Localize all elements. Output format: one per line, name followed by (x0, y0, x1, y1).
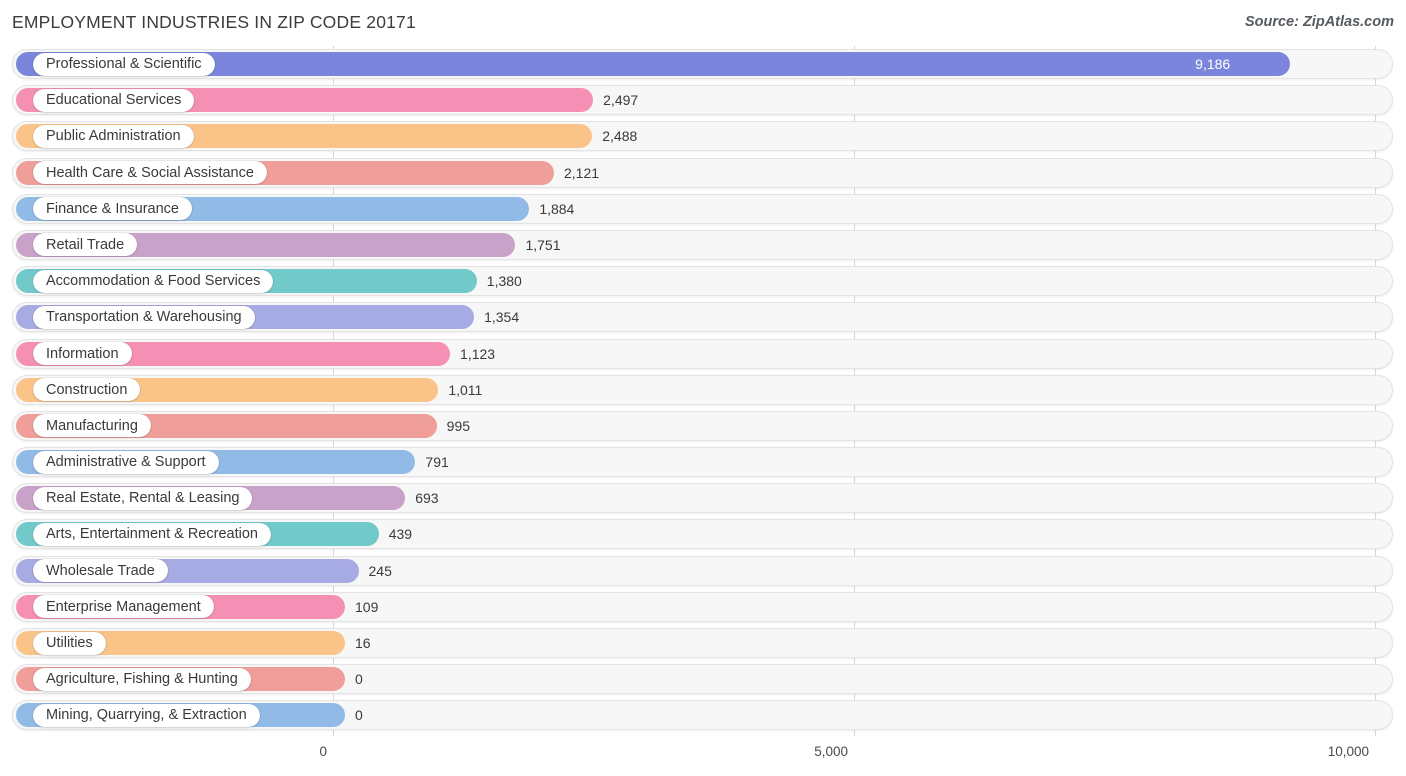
bar-row[interactable]: Information 1,123 (0, 336, 1406, 372)
bar-row[interactable]: Public Administration 2,488 (0, 118, 1406, 154)
bar-category-label: Arts, Entertainment & Recreation (33, 522, 271, 546)
bar-value-label: 1,011 (448, 381, 483, 398)
bar-row[interactable]: Educational Services 2,497 (0, 82, 1406, 118)
bar-category-label: Finance & Insurance (33, 197, 192, 221)
bar-row[interactable]: Health Care & Social Assistance 2,121 (0, 155, 1406, 191)
bar-value-label: 1,380 (486, 273, 522, 290)
chart-plot-area: Professional & Scientific 9,186 Educationa… (0, 46, 1406, 736)
bar-rows: Professional & Scientific 9,186 Educationa… (0, 46, 1406, 734)
bar-value-label: 1,123 (460, 345, 496, 362)
bar-row[interactable]: Agriculture, Fishing & Hunting 0 (0, 661, 1406, 697)
bar-row[interactable]: Enterprise Management 109 (0, 589, 1406, 625)
source-attribution: Source: ZipAtlas.com (1244, 14, 1394, 30)
bar-value-label: 0 (355, 671, 363, 688)
bar-category-label: Public Administration (33, 124, 194, 148)
x-axis: 0 5,000 10,000 (0, 736, 1406, 776)
bar-value-label: 9,186 (1195, 56, 1231, 72)
bar-category-label: Accommodation & Food Services (33, 269, 274, 293)
bar-category-label: Health Care & Social Assistance (33, 161, 267, 185)
bar-row[interactable]: Mining, Quarrying, & Extraction 0 (0, 697, 1406, 733)
bar-category-label: Enterprise Management (33, 595, 214, 619)
bar-row[interactable]: Transportation & Warehousing 1,354 (0, 299, 1406, 335)
bar-row[interactable]: Retail Trade 1,751 (0, 227, 1406, 263)
bar-row[interactable]: Wholesale Trade 245 (0, 553, 1406, 589)
bar-value-label: 439 (388, 526, 413, 543)
bar-value-label: 2,488 (602, 128, 638, 145)
bar-category-label: Wholesale Trade (33, 559, 168, 583)
bar-value-label: 1,354 (484, 309, 520, 326)
bar-category-label: Utilities (33, 631, 106, 655)
x-tick-label: 5,000 (814, 744, 848, 759)
bar-value-label: 693 (415, 490, 439, 507)
bar-value-label: 2,121 (564, 164, 600, 181)
bar-category-label: Administrative & Support (33, 450, 219, 474)
bar-row[interactable]: Accommodation & Food Services 1,380 (0, 263, 1406, 299)
bar-fill[interactable] (16, 52, 1291, 76)
bar-category-label: Educational Services (33, 88, 195, 112)
bar-category-label: Construction (33, 378, 141, 402)
bar-category-label: Transportation & Warehousing (33, 305, 255, 329)
page-title: EMPLOYMENT INDUSTRIES IN ZIP CODE 20171 (12, 12, 416, 32)
bar-category-label: Real Estate, Rental & Leasing (33, 486, 253, 510)
bar-value-label: 2,497 (603, 92, 639, 109)
bar-row[interactable]: Finance & Insurance 1,884 (0, 191, 1406, 227)
bar-value-label: 791 (425, 454, 449, 471)
bar-value-label: 16 (355, 635, 371, 651)
bar-category-label: Mining, Quarrying, & Extraction (33, 703, 260, 727)
bar-row[interactable]: Administrative & Support 791 (0, 444, 1406, 480)
bar-value-label: 1,884 (539, 200, 575, 217)
bar-row[interactable]: Professional & Scientific 9,186 (0, 46, 1406, 82)
bar-value-label: 995 (446, 417, 471, 434)
bar-category-label: Information (33, 342, 132, 365)
x-tick-label: 0 (319, 744, 327, 759)
bar-value-label: 1,751 (525, 236, 561, 253)
bar-value-label: 0 (355, 707, 363, 724)
bar-value-label: 245 (368, 562, 392, 579)
bar-category-label: Professional & Scientific (33, 52, 215, 76)
bar-row[interactable]: Arts, Entertainment & Recreation 439 (0, 516, 1406, 552)
bar-value-label: 109 (355, 598, 379, 615)
bar-row[interactable]: Utilities 16 (0, 625, 1406, 661)
bar-row[interactable]: Real Estate, Rental & Leasing 693 (0, 480, 1406, 516)
bar-category-label: Agriculture, Fishing & Hunting (33, 667, 251, 691)
bar-row[interactable]: Construction 1,011 (0, 372, 1406, 408)
x-tick-label: 10,000 (1327, 744, 1369, 759)
bar-category-label: Manufacturing (33, 414, 151, 438)
bar-category-label: Retail Trade (33, 233, 138, 257)
chart-header: EMPLOYMENT INDUSTRIES IN ZIP CODE 20171 … (0, 0, 1406, 46)
bar-row[interactable]: Manufacturing 995 (0, 408, 1406, 444)
